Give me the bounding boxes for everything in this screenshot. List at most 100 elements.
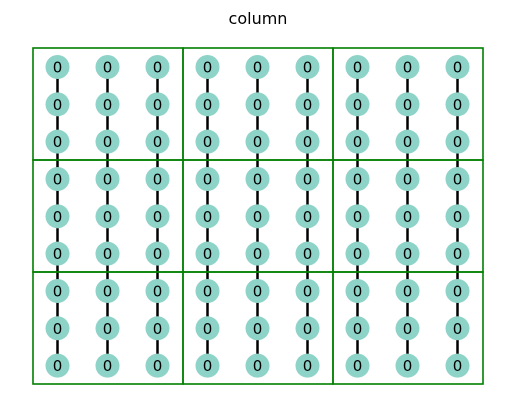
node-value: 0 [253,282,263,300]
node-circle [395,204,420,229]
cell-node: 0 [445,92,470,117]
node-value: 0 [303,96,313,114]
cell-node: 0 [45,278,70,303]
node-value: 0 [103,245,113,263]
cell-node: 0 [195,241,220,266]
cell-node: 0 [245,204,270,229]
cell-node: 0 [195,166,220,191]
node-circle [445,166,470,191]
cell-node: 0 [195,278,220,303]
node-circle [345,204,370,229]
node-circle [95,241,120,266]
cell-node: 0 [95,353,120,378]
node-value: 0 [203,320,213,338]
node-circle [245,166,270,191]
node-circle [95,204,120,229]
node-value: 0 [203,245,213,263]
cell-node: 0 [295,241,320,266]
node-circle [95,55,120,79]
node-value: 0 [203,96,213,114]
node-circle [445,316,470,341]
node-circle [45,92,70,117]
cell-node: 0 [395,129,420,154]
node-circle [395,316,420,341]
cell-node: 0 [245,278,270,303]
node-value: 0 [403,282,413,300]
node-value: 0 [453,208,463,226]
node-value: 0 [153,170,163,188]
cell-node: 0 [395,241,420,266]
node-value: 0 [253,96,263,114]
cell-node: 0 [95,129,120,154]
node-value: 0 [303,357,313,375]
cell-node: 0 [95,204,120,229]
node-value: 0 [203,59,213,77]
node-circle [245,55,270,79]
node-value: 0 [353,320,363,338]
node-circle [145,129,170,154]
cell-node: 0 [45,204,70,229]
node-circle [45,166,70,191]
node-value: 0 [53,320,63,338]
cell-node: 0 [295,353,320,378]
node-value: 0 [153,133,163,151]
node-value: 0 [103,96,113,114]
node-circle [295,278,320,303]
node-value: 0 [453,357,463,375]
node-circle [445,55,470,79]
cell-node: 0 [445,55,470,79]
node-value: 0 [453,245,463,263]
cell-node: 0 [445,204,470,229]
node-circle [45,129,70,154]
node-circle [345,129,370,154]
node-value: 0 [353,96,363,114]
cell-node: 0 [295,316,320,341]
node-circle [145,92,170,117]
node-value: 0 [153,357,163,375]
node-circle [345,92,370,117]
node-circle [295,316,320,341]
node-value: 0 [303,59,313,77]
node-circle [345,241,370,266]
node-circle [45,316,70,341]
node-value: 0 [103,133,113,151]
node-circle [45,353,70,378]
node-value: 0 [103,170,113,188]
node-circle [245,278,270,303]
node-value: 0 [253,170,263,188]
node-circle [195,204,220,229]
node-value: 0 [53,170,63,188]
node-circle [95,92,120,117]
node-circle [295,353,320,378]
node-circle [95,278,120,303]
node-value: 0 [153,59,163,77]
cell-node: 0 [145,92,170,117]
node-value: 0 [153,245,163,263]
node-value: 0 [353,357,363,375]
node-value: 0 [103,320,113,338]
node-value: 0 [103,357,113,375]
node-value: 0 [153,282,163,300]
cell-node: 0 [395,204,420,229]
node-value: 0 [203,208,213,226]
node-circle [245,129,270,154]
node-circle [245,316,270,341]
cell-node: 0 [345,129,370,154]
cell-node: 0 [295,55,320,79]
cell-node: 0 [395,278,420,303]
node-value: 0 [353,133,363,151]
cell-node: 0 [195,55,220,79]
node-circle [45,241,70,266]
node-value: 0 [403,245,413,263]
node-value: 0 [153,208,163,226]
cell-node: 0 [45,353,70,378]
cell-node: 0 [145,353,170,378]
cell-node: 0 [195,129,220,154]
cell-node: 0 [445,278,470,303]
cell-node: 0 [245,92,270,117]
node-circle [45,55,70,79]
node-value: 0 [153,320,163,338]
cell-node: 0 [145,204,170,229]
cell-node: 0 [45,55,70,79]
